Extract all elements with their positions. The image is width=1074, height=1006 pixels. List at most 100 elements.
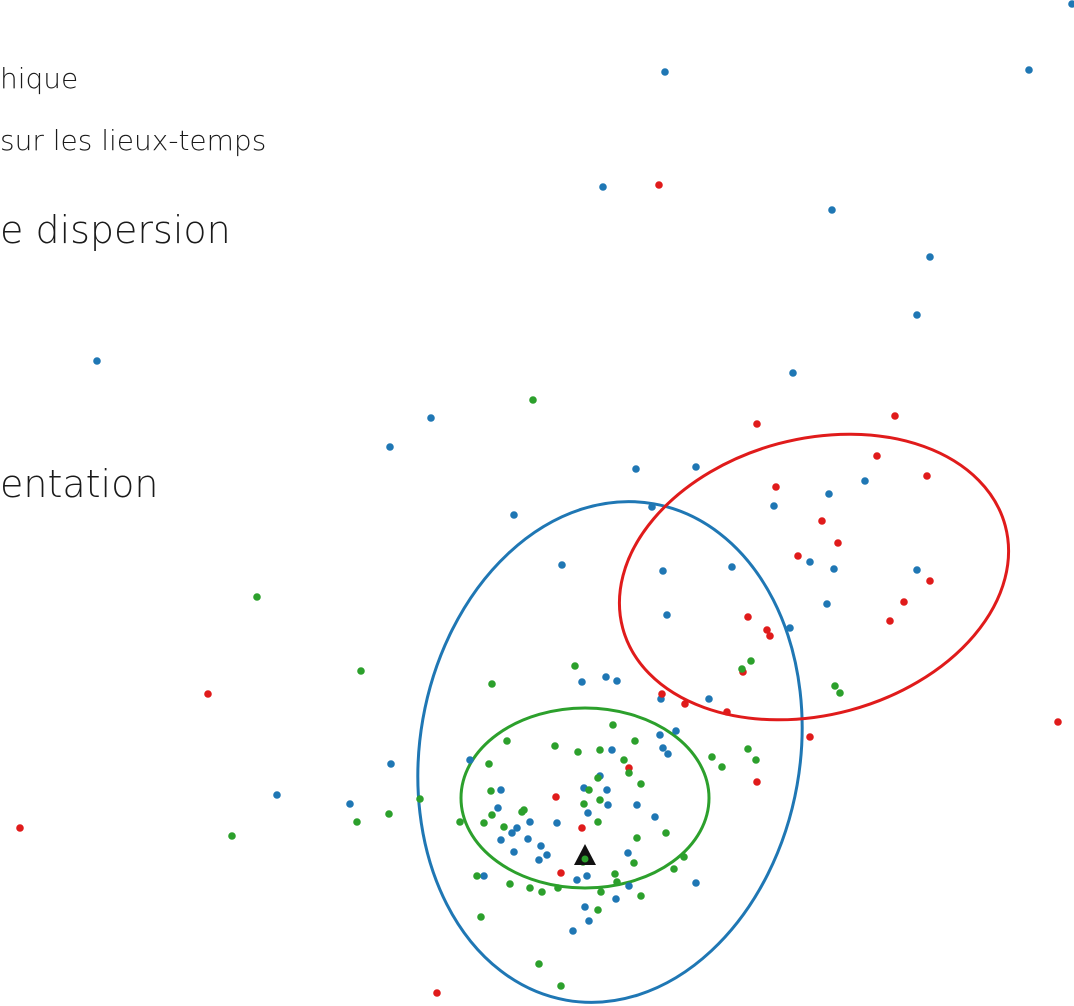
blue-data-point bbox=[828, 206, 836, 214]
blue-dispersion-ellipse bbox=[416, 500, 804, 1004]
blue-data-point bbox=[535, 856, 543, 864]
green-data-point bbox=[416, 795, 424, 803]
blue-data-point bbox=[651, 813, 659, 821]
green-data-point bbox=[718, 763, 726, 771]
green-data-point bbox=[456, 818, 464, 826]
green-data-point bbox=[836, 689, 844, 697]
centroid-triangle-marker bbox=[574, 844, 596, 865]
blue-data-point bbox=[581, 903, 589, 911]
green-data-point bbox=[625, 769, 633, 777]
green-data-point bbox=[631, 737, 639, 745]
red-data-point bbox=[753, 778, 761, 786]
blue-data-point bbox=[770, 502, 778, 510]
green-data-point bbox=[831, 682, 839, 690]
red-data-point bbox=[552, 793, 560, 801]
blue-data-point bbox=[553, 819, 561, 827]
red-data-point bbox=[655, 181, 663, 189]
green-data-point bbox=[611, 870, 619, 878]
green-data-point bbox=[633, 834, 641, 842]
blue-data-point bbox=[513, 824, 521, 832]
red-data-point bbox=[723, 708, 731, 716]
green-data-point bbox=[253, 593, 261, 601]
green-data-point bbox=[503, 737, 511, 745]
blue-data-point bbox=[603, 786, 611, 794]
red-data-point bbox=[772, 483, 780, 491]
blue-data-point bbox=[494, 804, 502, 812]
blue-data-point bbox=[861, 477, 869, 485]
blue-data-point bbox=[633, 801, 641, 809]
green-data-point bbox=[597, 888, 605, 896]
blue-data-point bbox=[672, 727, 680, 735]
blue-data-point bbox=[1025, 66, 1033, 74]
green-data-point bbox=[585, 786, 593, 794]
green-data-point bbox=[744, 745, 752, 753]
green-data-point bbox=[630, 859, 638, 867]
green-data-point bbox=[594, 818, 602, 826]
green-data-point bbox=[554, 884, 562, 892]
blue-data-point bbox=[625, 882, 633, 890]
blue-data-point bbox=[604, 801, 612, 809]
red-data-point bbox=[766, 632, 774, 640]
red-data-point bbox=[886, 617, 894, 625]
blue-data-point bbox=[830, 565, 838, 573]
red-data-point bbox=[873, 452, 881, 460]
text-fragment-1: hique bbox=[0, 62, 79, 95]
green-data-point bbox=[526, 884, 534, 892]
green-data-point bbox=[594, 774, 602, 782]
blue-data-point bbox=[663, 611, 671, 619]
blue-data-point bbox=[524, 835, 532, 843]
green-data-point bbox=[520, 806, 528, 814]
green-data-point bbox=[500, 823, 508, 831]
blue-data-point bbox=[510, 848, 518, 856]
red-data-point bbox=[16, 824, 24, 832]
blue-data-point bbox=[583, 872, 591, 880]
blue-data-point bbox=[578, 678, 586, 686]
blue-data-point bbox=[346, 800, 354, 808]
green-data-point bbox=[535, 960, 543, 968]
green-data-point bbox=[680, 853, 688, 861]
red-data-point bbox=[753, 420, 761, 428]
green-data-point bbox=[551, 742, 559, 750]
blue-data-point bbox=[599, 183, 607, 191]
red-data-point bbox=[926, 577, 934, 585]
red-data-point bbox=[1054, 718, 1062, 726]
blue-data-point bbox=[510, 511, 518, 519]
blue-data-point bbox=[913, 311, 921, 319]
blue-data-point bbox=[613, 677, 621, 685]
green-data-point bbox=[488, 811, 496, 819]
blue-data-point bbox=[573, 876, 581, 884]
red-data-point bbox=[433, 989, 441, 997]
red-data-point bbox=[794, 552, 802, 560]
green-data-point bbox=[487, 787, 495, 795]
green-data-point bbox=[596, 796, 604, 804]
green-data-point bbox=[473, 872, 481, 880]
text-fragment-4: entation bbox=[0, 462, 159, 506]
blue-data-point bbox=[1068, 0, 1074, 8]
blue-data-point bbox=[664, 750, 672, 758]
blue-data-point bbox=[273, 791, 281, 799]
green-data-point bbox=[480, 819, 488, 827]
red-data-point bbox=[818, 517, 826, 525]
blue-data-point bbox=[612, 895, 620, 903]
blue-data-point bbox=[480, 872, 488, 880]
green-data-point bbox=[538, 888, 546, 896]
green-data-point bbox=[708, 753, 716, 761]
blue-data-point bbox=[537, 842, 545, 850]
blue-data-point bbox=[789, 369, 797, 377]
green-data-point bbox=[738, 665, 746, 673]
green-data-point bbox=[670, 865, 678, 873]
blue-data-point bbox=[569, 927, 577, 935]
blue-data-point bbox=[656, 731, 664, 739]
red-data-point bbox=[891, 412, 899, 420]
blue-data-point bbox=[823, 600, 831, 608]
blue-data-point bbox=[526, 818, 534, 826]
blue-data-point bbox=[926, 253, 934, 261]
scatter-points bbox=[16, 0, 1074, 997]
red-data-point bbox=[923, 472, 931, 480]
green-data-point bbox=[594, 906, 602, 914]
blue-data-point bbox=[692, 879, 700, 887]
red-data-point bbox=[806, 733, 814, 741]
blue-data-point bbox=[497, 836, 505, 844]
green-data-point bbox=[557, 982, 565, 990]
